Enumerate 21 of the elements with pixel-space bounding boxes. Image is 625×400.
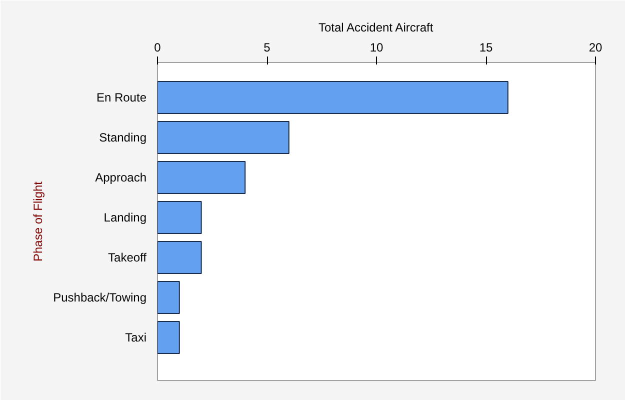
x-tick-label: 0 [154, 40, 162, 54]
y-tick-label: Taxi [125, 330, 147, 344]
x-tick-label: 15 [479, 40, 493, 54]
bar [158, 201, 202, 234]
y-tick-label: Pushback/Towing [53, 290, 147, 304]
bar [158, 121, 290, 154]
bar [158, 241, 202, 274]
y-tick-label: Takeoff [108, 250, 148, 264]
y-tick-label: Standing [99, 130, 146, 144]
y-axis-title: Phase of Flight [31, 180, 46, 262]
bar [158, 81, 508, 114]
bar [158, 321, 180, 354]
y-tick-label: Approach [95, 170, 147, 184]
x-axis-title: Total Accident Aircraft [318, 20, 434, 34]
x-tick-label: 10 [370, 40, 384, 54]
x-tick-label: 20 [588, 40, 602, 54]
y-tick-label: Landing [104, 210, 147, 224]
y-tick-label: En Route [96, 90, 147, 104]
bar [158, 281, 180, 314]
bar [158, 161, 246, 194]
x-tick-label: 5 [264, 40, 271, 54]
